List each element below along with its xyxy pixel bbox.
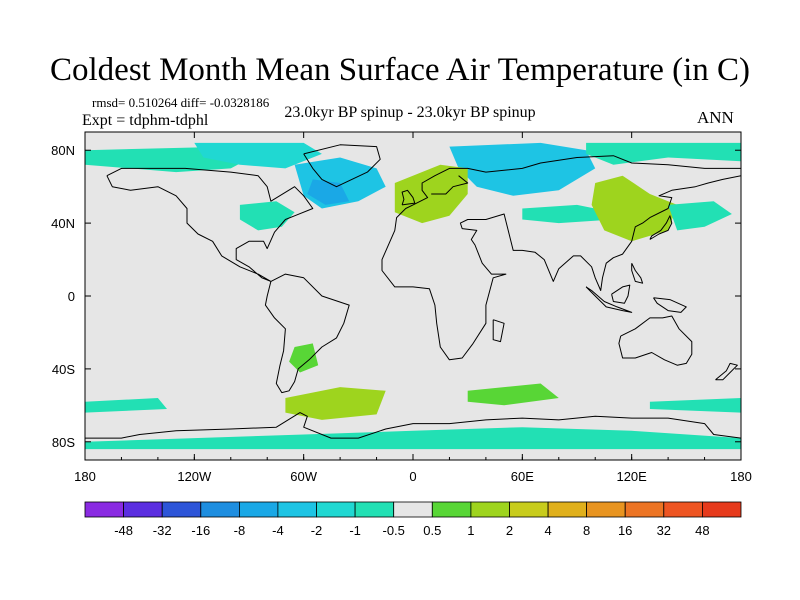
coastline-eurasia-africa [381, 155, 741, 361]
x-tick-label: 180 [730, 469, 752, 484]
rmsd-diff-text: rmsd= 0.510264 diff= -0.0328186 [92, 95, 270, 110]
colorbar-box [354, 501, 395, 518]
colorbar-label: -8 [234, 523, 246, 538]
coastline-north-america [106, 167, 314, 282]
map-title: Coldest Month Mean Surface Air Temperatu… [50, 52, 750, 88]
colorbar-box [663, 501, 703, 518]
experiment-text: Expt = tdphm-tdphl [82, 112, 209, 129]
axis-ticks: 180 120W 60W 0 60E 120E 180 80N 40N 0 40S 80S [51, 132, 752, 484]
colorbar-label: 4 [544, 523, 551, 538]
colorbar-box [200, 501, 240, 518]
field-region-canada-arctic [194, 142, 322, 169]
coastline-australia [618, 315, 693, 366]
field-region-pacific-nw [668, 201, 732, 231]
coastline-scandinavia-gulf [431, 175, 469, 195]
coastline-britain [401, 189, 416, 206]
colorbar-box [509, 501, 549, 518]
colorbar-label: -0.5 [382, 523, 404, 538]
field-region-southern-ocean-east [649, 398, 741, 413]
colorbar-box [702, 501, 742, 518]
colorbar-box [238, 501, 279, 518]
colorbar-label: -1 [349, 523, 361, 538]
coastline-new-guinea [653, 297, 687, 313]
coastline-philippines [631, 262, 644, 284]
y-tick-label: 0 [68, 289, 75, 304]
x-tick-label: 120E [616, 469, 647, 484]
field-region-eastern-us [239, 201, 295, 231]
field-region-arctic-east [586, 142, 741, 165]
colorbar-box [624, 501, 665, 518]
field-region-central-asia-ocean [522, 204, 614, 224]
colorbar-label: -32 [153, 523, 172, 538]
coastlines [85, 144, 741, 439]
coastline-indonesia [585, 286, 633, 313]
y-tick-label: 40S [52, 362, 75, 377]
coastline-south-america [264, 273, 350, 394]
map-subtitle: 23.0kyr BP spinup - 23.0kyr BP spinup [284, 104, 536, 121]
x-tick-label: 120W [177, 469, 212, 484]
colorbar-label: 32 [657, 523, 671, 538]
coastline-japan [649, 215, 673, 240]
coastline-antarctica [85, 412, 741, 439]
colorbar-box [547, 501, 588, 518]
colorbar-label: 2 [506, 523, 513, 538]
colorbar-label: 8 [583, 523, 590, 538]
field-region-south-america-lobe [289, 343, 319, 373]
color-bar: -48 -32 -16 -8 -4 -2 -1 -0.5 0.5 1 2 4 8 16 32 48 [84, 501, 742, 538]
colorbar-label: 48 [695, 523, 709, 538]
colorbar-label: 0.5 [423, 523, 441, 538]
colorbar-label: -4 [272, 523, 284, 538]
field-region-east-asia [591, 175, 678, 242]
colorbar-box [316, 501, 356, 518]
x-tick-label: 60E [511, 469, 534, 484]
colorbar-box [586, 501, 626, 518]
colorbar-box [393, 501, 433, 518]
y-tick-label: 80S [52, 435, 75, 450]
colorbar-label: 16 [618, 523, 632, 538]
field-region-west-siberia [449, 142, 596, 196]
temperature-field [85, 142, 741, 450]
y-tick-label: 80N [51, 143, 75, 158]
colorbar-box [431, 501, 472, 518]
colorbar-box [123, 501, 163, 518]
colorbar-label: -2 [311, 523, 323, 538]
coastline-new-zealand [715, 362, 738, 381]
field-region-south-indian-band [467, 383, 559, 406]
colorbar-box [277, 501, 317, 518]
colorbar-box [84, 501, 124, 518]
field-region-antarctic-coast [85, 427, 741, 450]
field-region-southern-ocean-west [85, 398, 167, 413]
colorbar-box [470, 501, 510, 518]
colorbar-label: 1 [467, 523, 474, 538]
field-region-south-atlantic-band [285, 387, 386, 420]
coastline-borneo [611, 284, 631, 304]
colorbar-label: -16 [191, 523, 210, 538]
season-label: ANN [697, 108, 734, 127]
colorbar-box [161, 501, 202, 518]
x-tick-label: 180 [74, 469, 96, 484]
coastline-greenland [303, 144, 381, 188]
coastline-madagascar [492, 319, 505, 343]
x-tick-label: 0 [409, 469, 416, 484]
y-tick-label: 40N [51, 216, 75, 231]
colorbar-label: -48 [114, 523, 133, 538]
x-tick-label: 60W [290, 469, 317, 484]
